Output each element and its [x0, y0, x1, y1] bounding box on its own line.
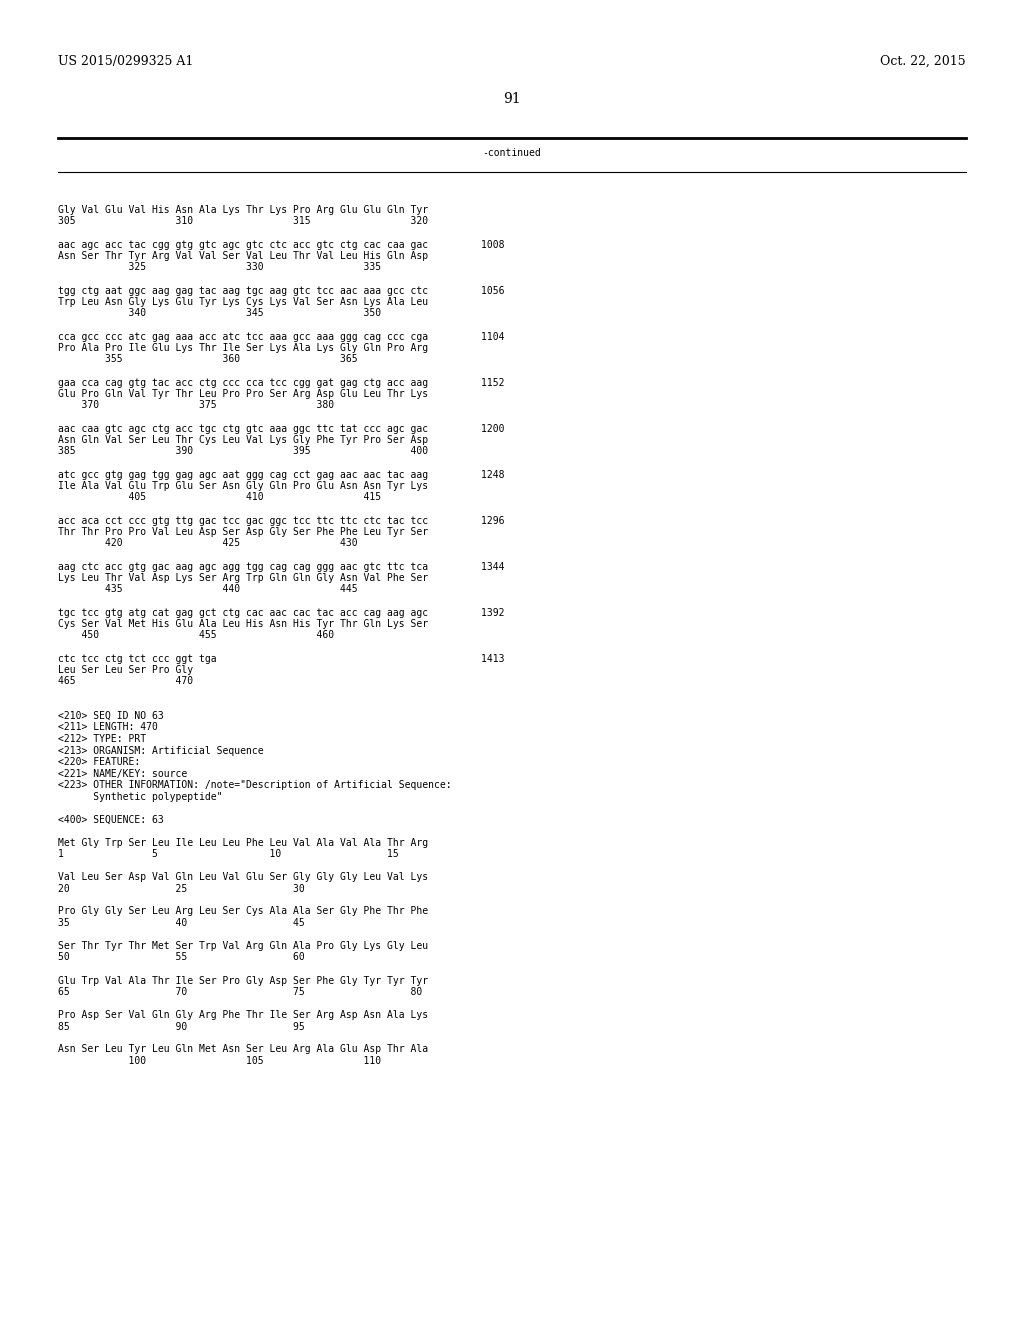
Text: 325                 330                 335: 325 330 335	[58, 263, 381, 272]
Text: <212> TYPE: PRT: <212> TYPE: PRT	[58, 734, 146, 744]
Text: <223> OTHER INFORMATION: /note="Description of Artificial Sequence:: <223> OTHER INFORMATION: /note="Descript…	[58, 780, 452, 789]
Text: Glu Pro Gln Val Tyr Thr Leu Pro Pro Ser Arg Asp Glu Leu Thr Lys: Glu Pro Gln Val Tyr Thr Leu Pro Pro Ser …	[58, 389, 428, 399]
Text: <220> FEATURE:: <220> FEATURE:	[58, 756, 140, 767]
Text: atc gcc gtg gag tgg gag agc aat ggg cag cct gag aac aac tac aag         1248: atc gcc gtg gag tgg gag agc aat ggg cag …	[58, 470, 505, 479]
Text: Ile Ala Val Glu Trp Glu Ser Asn Gly Gln Pro Glu Asn Asn Tyr Lys: Ile Ala Val Glu Trp Glu Ser Asn Gly Gln …	[58, 480, 428, 491]
Text: aac caa gtc agc ctg acc tgc ctg gtc aaa ggc ttc tat ccc agc gac         1200: aac caa gtc agc ctg acc tgc ctg gtc aaa …	[58, 424, 505, 433]
Text: 340                 345                 350: 340 345 350	[58, 309, 381, 318]
Text: 50                  55                  60: 50 55 60	[58, 953, 305, 962]
Text: aac agc acc tac cgg gtg gtc agc gtc ctc acc gtc ctg cac caa gac         1008: aac agc acc tac cgg gtg gtc agc gtc ctc …	[58, 239, 505, 249]
Text: gaa cca cag gtg tac acc ctg ccc cca tcc cgg gat gag ctg acc aag         1152: gaa cca cag gtg tac acc ctg ccc cca tcc …	[58, 378, 505, 388]
Text: -continued: -continued	[482, 148, 542, 158]
Text: aag ctc acc gtg gac aag agc agg tgg cag cag ggg aac gtc ttc tca         1344: aag ctc acc gtg gac aag agc agg tgg cag …	[58, 561, 505, 572]
Text: 450                 455                 460: 450 455 460	[58, 631, 334, 640]
Text: 355                 360                 365: 355 360 365	[58, 355, 357, 364]
Text: 35                  40                  45: 35 40 45	[58, 917, 305, 928]
Text: 65                  70                  75                  80: 65 70 75 80	[58, 987, 422, 997]
Text: cca gcc ccc atc gag aaa acc atc tcc aaa gcc aaa ggg cag ccc cga         1104: cca gcc ccc atc gag aaa acc atc tcc aaa …	[58, 331, 505, 342]
Text: 420                 425                 430: 420 425 430	[58, 539, 357, 549]
Text: Oct. 22, 2015: Oct. 22, 2015	[881, 55, 966, 69]
Text: 305                 310                 315                 320: 305 310 315 320	[58, 216, 428, 227]
Text: 100                 105                 110: 100 105 110	[58, 1056, 381, 1067]
Text: 1               5                   10                  15: 1 5 10 15	[58, 849, 398, 859]
Text: <213> ORGANISM: Artificial Sequence: <213> ORGANISM: Artificial Sequence	[58, 746, 263, 755]
Text: 20                  25                  30: 20 25 30	[58, 883, 305, 894]
Text: tgg ctg aat ggc aag gag tac aag tgc aag gtc tcc aac aaa gcc ctc         1056: tgg ctg aat ggc aag gag tac aag tgc aag …	[58, 285, 505, 296]
Text: 405                 410                 415: 405 410 415	[58, 492, 381, 503]
Text: <210> SEQ ID NO 63: <210> SEQ ID NO 63	[58, 711, 164, 721]
Text: <211> LENGTH: 470: <211> LENGTH: 470	[58, 722, 158, 733]
Text: Glu Trp Val Ala Thr Ile Ser Pro Gly Asp Ser Phe Gly Tyr Tyr Tyr: Glu Trp Val Ala Thr Ile Ser Pro Gly Asp …	[58, 975, 428, 986]
Text: Asn Gln Val Ser Leu Thr Cys Leu Val Lys Gly Phe Tyr Pro Ser Asp: Asn Gln Val Ser Leu Thr Cys Leu Val Lys …	[58, 436, 428, 445]
Text: Met Gly Trp Ser Leu Ile Leu Leu Phe Leu Val Ala Val Ala Thr Arg: Met Gly Trp Ser Leu Ile Leu Leu Phe Leu …	[58, 837, 428, 847]
Text: ctc tcc ctg tct ccc ggt tga                                             1413: ctc tcc ctg tct ccc ggt tga 1413	[58, 653, 505, 664]
Text: 435                 440                 445: 435 440 445	[58, 585, 357, 594]
Text: US 2015/0299325 A1: US 2015/0299325 A1	[58, 55, 194, 69]
Text: tgc tcc gtg atg cat gag gct ctg cac aac cac tac acc cag aag agc         1392: tgc tcc gtg atg cat gag gct ctg cac aac …	[58, 607, 505, 618]
Text: Pro Ala Pro Ile Glu Lys Thr Ile Ser Lys Ala Lys Gly Gln Pro Arg: Pro Ala Pro Ile Glu Lys Thr Ile Ser Lys …	[58, 343, 428, 352]
Text: Leu Ser Leu Ser Pro Gly: Leu Ser Leu Ser Pro Gly	[58, 665, 194, 675]
Text: 85                  90                  95: 85 90 95	[58, 1022, 305, 1031]
Text: 465                 470: 465 470	[58, 676, 194, 686]
Text: 385                 390                 395                 400: 385 390 395 400	[58, 446, 428, 457]
Text: acc aca cct ccc gtg ttg gac tcc gac ggc tcc ttc ttc ctc tac tcc         1296: acc aca cct ccc gtg ttg gac tcc gac ggc …	[58, 516, 505, 525]
Text: Thr Thr Pro Pro Val Leu Asp Ser Asp Gly Ser Phe Phe Leu Tyr Ser: Thr Thr Pro Pro Val Leu Asp Ser Asp Gly …	[58, 527, 428, 537]
Text: Asn Ser Leu Tyr Leu Gln Met Asn Ser Leu Arg Ala Glu Asp Thr Ala: Asn Ser Leu Tyr Leu Gln Met Asn Ser Leu …	[58, 1044, 428, 1055]
Text: Val Leu Ser Asp Val Gln Leu Val Glu Ser Gly Gly Gly Leu Val Lys: Val Leu Ser Asp Val Gln Leu Val Glu Ser …	[58, 873, 428, 882]
Text: Synthetic polypeptide": Synthetic polypeptide"	[58, 792, 222, 801]
Text: 91: 91	[503, 92, 521, 106]
Text: Ser Thr Tyr Thr Met Ser Trp Val Arg Gln Ala Pro Gly Lys Gly Leu: Ser Thr Tyr Thr Met Ser Trp Val Arg Gln …	[58, 941, 428, 950]
Text: 370                 375                 380: 370 375 380	[58, 400, 334, 411]
Text: <221> NAME/KEY: source: <221> NAME/KEY: source	[58, 768, 187, 779]
Text: Pro Gly Gly Ser Leu Arg Leu Ser Cys Ala Ala Ser Gly Phe Thr Phe: Pro Gly Gly Ser Leu Arg Leu Ser Cys Ala …	[58, 907, 428, 916]
Text: Gly Val Glu Val His Asn Ala Lys Thr Lys Pro Arg Glu Glu Gln Tyr: Gly Val Glu Val His Asn Ala Lys Thr Lys …	[58, 205, 428, 215]
Text: Lys Leu Thr Val Asp Lys Ser Arg Trp Gln Gln Gly Asn Val Phe Ser: Lys Leu Thr Val Asp Lys Ser Arg Trp Gln …	[58, 573, 428, 583]
Text: Cys Ser Val Met His Glu Ala Leu His Asn His Tyr Thr Gln Lys Ser: Cys Ser Val Met His Glu Ala Leu His Asn …	[58, 619, 428, 630]
Text: Pro Asp Ser Val Gln Gly Arg Phe Thr Ile Ser Arg Asp Asn Ala Lys: Pro Asp Ser Val Gln Gly Arg Phe Thr Ile …	[58, 1010, 428, 1020]
Text: Trp Leu Asn Gly Lys Glu Tyr Lys Cys Lys Val Ser Asn Lys Ala Leu: Trp Leu Asn Gly Lys Glu Tyr Lys Cys Lys …	[58, 297, 428, 308]
Text: <400> SEQUENCE: 63: <400> SEQUENCE: 63	[58, 814, 164, 825]
Text: Asn Ser Thr Tyr Arg Val Val Ser Val Leu Thr Val Leu His Gln Asp: Asn Ser Thr Tyr Arg Val Val Ser Val Leu …	[58, 251, 428, 261]
